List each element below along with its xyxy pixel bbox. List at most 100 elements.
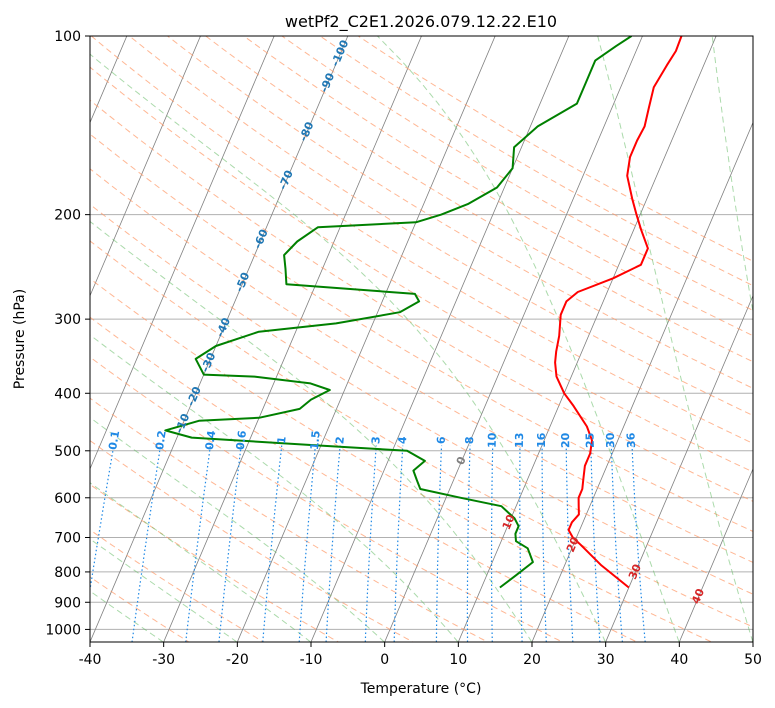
y-tick-label: 500	[54, 444, 81, 460]
x-tick-label: 20	[523, 652, 541, 668]
mixing-ratio-label: 1.5	[308, 430, 323, 451]
moist-adiabat-line	[90, 220, 533, 642]
y-tick-label: 300	[54, 312, 81, 328]
isotherm-line	[384, 36, 643, 642]
dry-adiabat-line	[90, 397, 489, 642]
mixing-ratio-label: 13	[513, 433, 526, 448]
dry-adiabat-line	[90, 356, 564, 642]
moist-adiabat-line	[90, 416, 385, 642]
moist-adiabat-line	[597, 36, 753, 642]
mixing-ratio-line	[364, 445, 377, 642]
y-tick-label: 800	[54, 565, 81, 581]
isotherm-label: 30	[626, 562, 644, 581]
mixing-ratio-line	[541, 445, 547, 642]
mixing-ratio-label: 0.2	[153, 430, 169, 451]
y-tick-label: 1000	[45, 622, 81, 638]
mixing-ratio-label: 0.4	[203, 429, 219, 450]
dry-adiabat-line	[90, 529, 265, 642]
isotherm-label: 10	[500, 512, 518, 531]
dry-adiabat-line	[90, 277, 713, 642]
x-tick-label: 0	[380, 652, 389, 668]
profiles	[164, 36, 683, 589]
mixing-ratio-label: 4	[396, 436, 409, 445]
x-axis-title: Temperature (°C)	[360, 681, 482, 697]
mixing-ratio-line	[490, 445, 494, 642]
mixing-ratio-label: 36	[624, 432, 638, 448]
dry-adiabat-line	[90, 240, 753, 628]
dewpoint-profile-line	[164, 36, 633, 589]
mixing-ratio-label: 30	[604, 432, 617, 448]
moist-adiabat-line	[90, 590, 164, 642]
mixing-ratio-line	[131, 445, 162, 642]
moist-adiabat-line	[90, 334, 459, 642]
mixing-ratio-line	[262, 445, 283, 642]
isotherm-line	[163, 36, 422, 642]
isotherm-line	[0, 23, 59, 654]
y-tick-label: 200	[54, 208, 81, 224]
moist-adiabat-line	[90, 538, 238, 642]
mixing-ratio-label: 8	[463, 436, 476, 444]
plot-area	[90, 36, 753, 642]
isotherm-label: 20	[564, 535, 582, 554]
moist-adiabat-line	[90, 53, 606, 642]
y-tick-label: 100	[54, 29, 81, 45]
x-tick-label: -30	[152, 652, 175, 668]
dry-adiabat-line	[90, 66, 753, 473]
x-tick-label: -10	[300, 652, 323, 668]
mixing-ratio-label: 3	[369, 436, 383, 445]
y-tick-label: 700	[54, 531, 81, 547]
isotherm-line	[605, 294, 753, 642]
mixing-ratio-label: 2	[333, 436, 347, 445]
mixing-ratio-label: 0.1	[106, 430, 122, 451]
y-axis-title: Pressure (hPa)	[12, 289, 28, 389]
axes: -40 -30 -20 -10 0 10 20 30 40 50 100 200 300 400 500 6 0…	[45, 29, 762, 668]
mixing-ratio-line	[185, 445, 211, 642]
y-tick-label: 400	[54, 386, 81, 402]
mixing-ratio-label: 16	[535, 432, 548, 448]
mixing-ratio-line	[466, 445, 471, 642]
background-lines	[0, 23, 753, 654]
mixing-ratio-label: 20	[559, 432, 572, 448]
isotherm-label: 40	[689, 586, 707, 605]
mixing-ratio-label: 1	[275, 436, 289, 445]
mixing-ratio-line	[610, 445, 624, 642]
mixing-ratio-line	[90, 445, 115, 594]
isotherm-line	[531, 121, 753, 642]
dry-adiabat-line	[90, 99, 753, 502]
mixing-ratio-line	[325, 445, 341, 642]
x-tick-label: -40	[79, 652, 102, 668]
dry-adiabat-line	[166, 36, 753, 389]
dry-adiabat-line	[90, 133, 753, 532]
mixing-ratio-line	[519, 445, 523, 642]
mixing-ratio-label: 10	[486, 432, 499, 448]
moist-adiabat-line	[377, 36, 680, 642]
mixing-ratio-line	[590, 445, 601, 642]
dry-adiabat-line	[90, 203, 753, 595]
chart-title: wetPf2_C2E1.2026.079.12.22.E10	[285, 12, 557, 32]
isotherm-line	[457, 36, 717, 642]
mixing-ratio-label: 6	[435, 436, 448, 445]
plot-frame	[89, 35, 754, 643]
mixing-ratio-label: 25	[583, 432, 596, 448]
x-tick-label: 30	[597, 652, 615, 668]
isotherm-line	[90, 36, 275, 470]
mixing-ratio-label: 0.6	[234, 429, 249, 450]
moist-adiabat-line	[711, 36, 753, 315]
x-tick-label: 10	[449, 652, 467, 668]
dry-adiabat-line	[90, 483, 340, 642]
x-tick-label: -20	[226, 652, 249, 668]
mixing-ratio-line	[565, 445, 574, 642]
dry-adiabat-line	[242, 36, 753, 337]
x-tick-label: 50	[744, 652, 762, 668]
isotherm-line	[678, 467, 753, 642]
y-tick-label: 900	[54, 595, 81, 611]
dry-adiabat-line	[90, 168, 753, 563]
isotherm-line	[90, 36, 349, 642]
mixing-ratio-line	[435, 445, 443, 642]
isotherm-line	[310, 36, 570, 642]
isotherm-line	[90, 36, 201, 297]
moist-adiabat-line	[90, 482, 311, 642]
mixing-ratio-line	[298, 445, 316, 642]
dry-adiabat-line	[128, 36, 753, 417]
